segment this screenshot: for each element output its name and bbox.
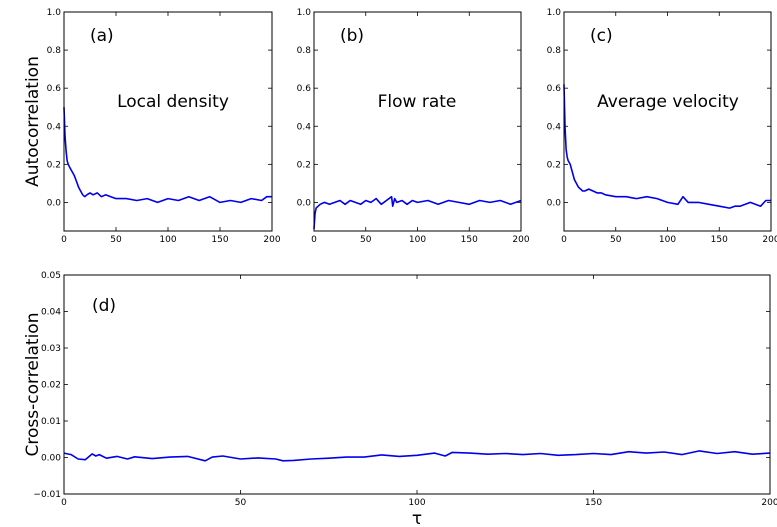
y-tick-label: 0.2 bbox=[297, 160, 311, 170]
y-tick-label: 0.6 bbox=[297, 84, 312, 94]
panel-title: Average velocity bbox=[597, 92, 739, 112]
y-tick-label: 1.0 bbox=[47, 8, 62, 18]
panel-label: (a) bbox=[90, 26, 114, 46]
x-tick-label: 50 bbox=[110, 235, 122, 245]
y-tick-label: 1.0 bbox=[547, 8, 562, 18]
x-tick-label: 0 bbox=[311, 235, 317, 245]
plot-frame bbox=[63, 274, 771, 495]
y-tick-label: 0.4 bbox=[547, 122, 562, 132]
y-tick-label: 0.03 bbox=[41, 344, 61, 354]
x-tick-label: 150 bbox=[461, 235, 478, 245]
x-tick-label: 100 bbox=[409, 235, 426, 245]
y-tick-label: 0.4 bbox=[297, 122, 312, 132]
y-tick-label: 0.8 bbox=[547, 46, 562, 56]
y-tick-label: 0.00 bbox=[41, 454, 61, 464]
series-line bbox=[313, 195, 522, 230]
y-tick-label: 0.0 bbox=[47, 198, 62, 208]
y-tick-label: 0.0 bbox=[547, 198, 562, 208]
panel-title: Flow rate bbox=[378, 92, 457, 112]
y-tick-label: −0.01 bbox=[33, 490, 61, 500]
y-tick-label: 0.2 bbox=[547, 160, 561, 170]
plot-frame bbox=[63, 11, 273, 232]
series-line bbox=[563, 84, 771, 209]
y-tick-label: 0.2 bbox=[47, 160, 61, 170]
x-tick-label: 150 bbox=[585, 498, 602, 508]
panel-d-cross-correlation: −0.01 0.00 0.01 0.02 0.03 0.04 0.05 0 50 100 150 20… bbox=[23, 271, 777, 527]
y-tick-label: 1.0 bbox=[297, 8, 312, 18]
x-tick-label: 150 bbox=[711, 235, 728, 245]
panel-label: (c) bbox=[590, 26, 613, 46]
y-tick-label: 0.04 bbox=[41, 308, 61, 318]
y-tick-label: 0.0 bbox=[297, 198, 312, 208]
x-tick-label: 100 bbox=[659, 235, 676, 245]
y-axis-label: Cross-correlation bbox=[23, 313, 43, 457]
x-tick-label: 200 bbox=[761, 498, 777, 508]
x-tick-label: 200 bbox=[263, 235, 280, 245]
x-tick-label: 100 bbox=[159, 235, 176, 245]
y-tick-label: 0.6 bbox=[547, 84, 562, 94]
panel-label: (d) bbox=[92, 296, 116, 316]
panel-a-local-density: 0.0 0.2 0.4 0.6 0.8 1.0 0 50 100 150 200 (a) Local d… bbox=[23, 8, 281, 245]
x-tick-label: 100 bbox=[408, 498, 425, 508]
y-tick-label: 0.02 bbox=[41, 381, 61, 391]
x-tick-label: 50 bbox=[610, 235, 622, 245]
y-tick-label: 0.01 bbox=[41, 417, 61, 427]
y-tick-label: 0.05 bbox=[41, 271, 61, 281]
panel-label: (b) bbox=[340, 26, 364, 46]
x-axis-label: τ bbox=[412, 509, 422, 527]
x-tick-label: 0 bbox=[61, 235, 67, 245]
x-tick-label: 200 bbox=[512, 235, 529, 245]
plot-frame bbox=[313, 11, 522, 232]
y-axis-label: Autocorrelation bbox=[23, 56, 43, 187]
x-tick-label: 0 bbox=[561, 235, 567, 245]
x-tick-label: 0 bbox=[61, 498, 67, 508]
y-tick-label: 0.6 bbox=[47, 84, 62, 94]
y-tick-label: 0.8 bbox=[47, 46, 62, 56]
plot-frame bbox=[563, 11, 772, 232]
series-line bbox=[63, 107, 272, 204]
x-tick-label: 50 bbox=[235, 498, 247, 508]
y-tick-label: 0.4 bbox=[47, 122, 62, 132]
panel-title: Local density bbox=[117, 92, 229, 112]
x-tick-label: 150 bbox=[211, 235, 228, 245]
series-line bbox=[63, 450, 771, 462]
panel-b-flow-rate: 0.0 0.2 0.4 0.6 0.8 1.0 0 50 100 150 200 (b) Flow ra… bbox=[297, 8, 530, 245]
x-tick-label: 50 bbox=[360, 235, 372, 245]
panel-c-average-velocity: 0.0 0.2 0.4 0.6 0.8 1.0 0 50 100 150 200 (c) Average… bbox=[547, 8, 777, 245]
x-tick-label: 200 bbox=[762, 235, 777, 245]
y-tick-label: 0.8 bbox=[297, 46, 312, 56]
